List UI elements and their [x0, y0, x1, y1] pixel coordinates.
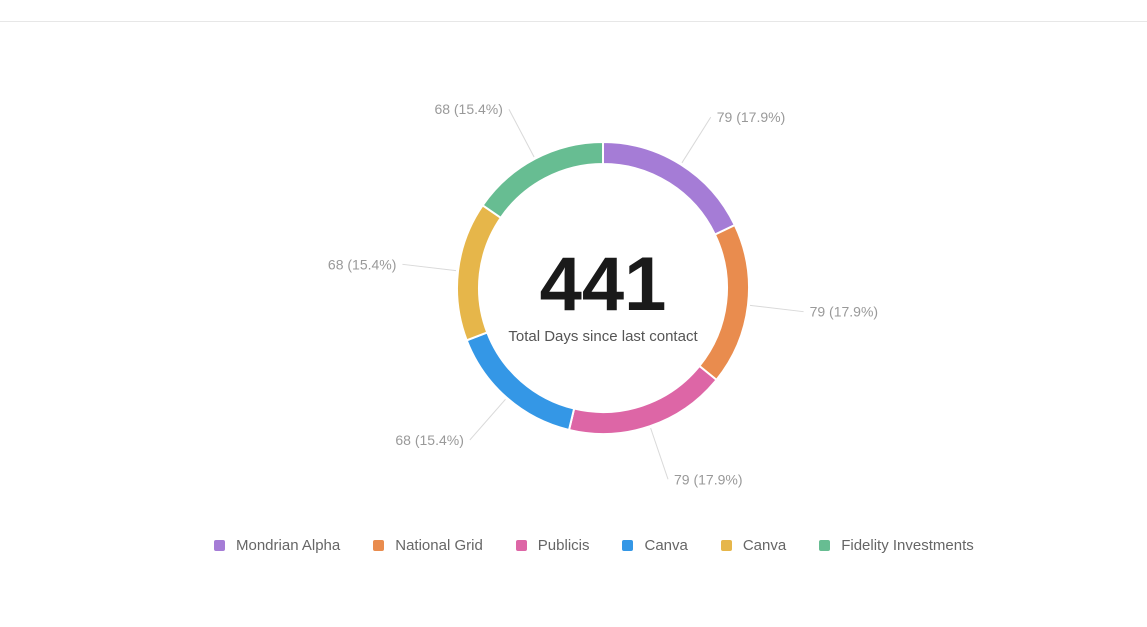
donut-slice-4[interactable]	[465, 331, 576, 432]
leader-line-6	[508, 109, 535, 158]
donut-slice-1[interactable]	[602, 140, 737, 236]
legend: Mondrian Alpha National Grid Publicis Canva…	[214, 537, 1007, 554]
data-label-2: 79 (17.9%)	[810, 304, 878, 320]
legend-item-1[interactable]: Mondrian Alpha	[214, 537, 340, 554]
leader-line-2	[749, 304, 804, 313]
leader-line-1	[681, 116, 712, 164]
legend-label: National Grid	[395, 537, 483, 554]
data-label-4: 68 (15.4%)	[395, 432, 463, 448]
leader-line-3	[650, 427, 669, 480]
legend-label: Publicis	[537, 537, 590, 554]
total-label: Total Days since last contact	[508, 328, 698, 345]
leader-lines	[402, 109, 804, 480]
total-value: 441	[540, 242, 667, 327]
legend-item-5[interactable]: Canva	[720, 537, 787, 554]
legend-label: Fidelity Investments	[841, 537, 974, 554]
data-label-5: 68 (15.4%)	[328, 256, 396, 272]
top-divider	[0, 21, 1147, 22]
legend-swatch	[214, 540, 225, 551]
legend-label: Canva	[644, 537, 688, 554]
donut-slice-3[interactable]	[567, 364, 718, 435]
legend-item-3[interactable]: Publicis	[515, 537, 590, 554]
legend-item-2[interactable]: National Grid	[373, 537, 483, 554]
leader-line-5	[402, 263, 457, 272]
donut-slice-5[interactable]	[456, 203, 503, 342]
legend-swatch	[622, 540, 634, 551]
donut-slices	[456, 140, 750, 435]
legend-swatch	[373, 540, 385, 551]
legend-swatch	[819, 540, 831, 551]
legend-swatch	[720, 540, 732, 551]
legend-swatch	[515, 540, 527, 551]
data-labels: 79 (17.9%) 79 (17.9%) 79 (17.9%) 68 (15.4%)…	[328, 101, 878, 487]
donut-slice-6[interactable]	[481, 140, 604, 220]
data-label-6: 68 (15.4%)	[434, 101, 502, 117]
leader-line-4	[469, 398, 506, 441]
donut-slice-2[interactable]	[697, 223, 750, 382]
legend-item-4[interactable]: Canva	[622, 537, 688, 554]
data-label-3: 79 (17.9%)	[674, 471, 742, 487]
data-label-1: 79 (17.9%)	[717, 109, 785, 125]
legend-item-6[interactable]: Fidelity Investments	[819, 537, 974, 554]
legend-label: Mondrian Alpha	[236, 537, 341, 554]
legend-label: Canva	[742, 537, 787, 554]
